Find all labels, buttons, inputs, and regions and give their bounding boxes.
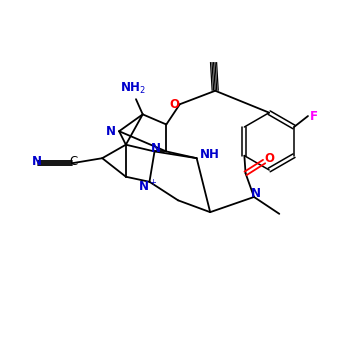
Text: O: O <box>170 98 180 111</box>
Text: NH: NH <box>200 148 220 161</box>
Text: O: O <box>264 152 274 165</box>
Text: N: N <box>251 187 261 200</box>
Text: N$^+$: N$^+$ <box>138 179 158 194</box>
Text: N: N <box>151 141 161 155</box>
Text: F: F <box>310 109 318 122</box>
Text: N: N <box>32 155 41 168</box>
Text: C: C <box>69 155 78 168</box>
Text: N: N <box>106 125 116 138</box>
Text: NH$_2$: NH$_2$ <box>120 81 146 96</box>
